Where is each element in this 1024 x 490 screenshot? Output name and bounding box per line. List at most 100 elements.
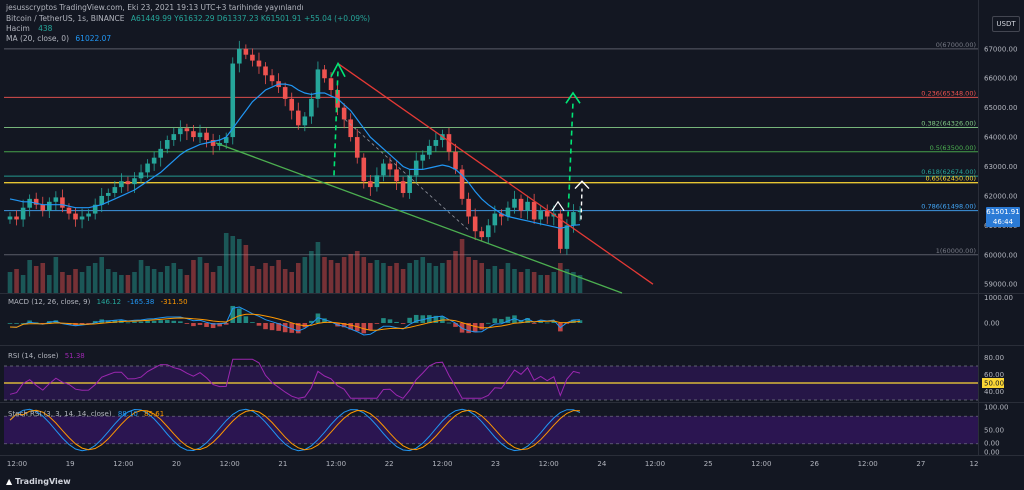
stoch-d-line [9,409,581,451]
volume-bar [184,275,190,293]
candle-body [400,181,406,193]
candle-body [538,210,543,220]
volume-bar [295,263,301,293]
macd-histogram-bar [485,322,491,324]
candle-body [99,195,105,205]
macd-histogram-bar [368,323,373,330]
volume-bar [92,263,98,293]
candle-body [413,160,419,176]
fib-level-label: 0.5(63500.00) [930,144,976,152]
ohlc-values: A61449.99 Y61632.29 D61337.23 K61501.91 … [130,14,371,23]
candle-body [178,128,183,135]
time-tick-label: 19 [66,460,75,468]
candle-body [407,175,412,193]
stoch-tick-label: 0.00 [984,439,1000,447]
volume-bar [256,269,262,293]
volume-bar [263,263,268,293]
stoch-tick-label: 100.00 [984,404,1009,412]
volume-bar [282,269,288,293]
candle-body [531,201,537,220]
volume-bar [145,266,150,293]
fib-level-label: 0.786(61498.00) [921,203,976,211]
stoch-legend[interactable]: Stoch RSI (3, 3, 14, 14, close) 88.10 85… [8,410,164,418]
projection-arrowhead-right [565,91,581,104]
candle-body [86,213,91,217]
volume-bar [276,260,281,293]
fib-level-label: 0.618(62674.00) [921,168,976,176]
candle-body [433,140,439,146]
volume-bar [33,266,39,293]
candle-body [256,60,262,67]
candle-body [7,216,13,220]
candle-body [60,197,65,208]
volume-bar [302,257,308,293]
rsi-tick-label: 40.00 [984,388,1004,396]
volume-bar [164,266,170,293]
candle-body [479,231,485,238]
symbol-title[interactable]: Bitcoin / TetherUS, 1s, BINANCE [6,14,125,23]
volume-bar [485,269,491,293]
volume-legend[interactable]: Hacim 438 [6,24,52,33]
volume-bar [531,272,537,293]
volume-bar [289,272,295,293]
macd-histogram-bar [86,323,91,324]
macd-histogram-bar [433,315,439,323]
macd-histogram-bar [112,320,118,323]
price-tick-label: 65000.00 [984,104,1017,112]
macd-histogram-bar [204,323,209,327]
volume-bar [538,275,543,293]
candle-body [263,66,268,76]
tradingview-logo[interactable]: ▲ TradingView [6,477,71,486]
projection-arrow-right [567,101,574,217]
candle-body [237,48,242,64]
volume-bar [315,242,321,293]
rsi-legend[interactable]: RSI (14, close) 51.38 [8,352,85,360]
volume-bar [230,236,236,293]
macd-histogram-bar [551,321,557,323]
macd-histogram-bar [361,323,367,334]
volume-bar [60,272,65,293]
candle-body [485,225,491,238]
volume-bar [237,239,242,293]
candle-body [289,98,295,111]
macd-hist-value: 146.12 [96,298,122,306]
volume-bar [459,239,465,293]
macd-histogram-bar [492,318,498,323]
time-tick-label: 12:00 [858,460,878,468]
macd-histogram-bar [309,320,314,323]
volume-bar [53,257,59,293]
volume-bar [407,263,412,293]
rsi-tick-label: 80.00 [984,354,1004,362]
macd-legend[interactable]: MACD (12, 26, close, 9) 146.12 -165.38 -… [8,298,188,306]
candle-body [151,157,157,164]
candle-body [505,207,511,217]
macd-line-value: -165.38 [127,298,155,306]
macd-histogram-bar [525,317,530,323]
macd-histogram-bar [544,322,550,324]
time-tick-label: 12:00 [326,460,346,468]
macd-histogram-bar [138,321,144,323]
rsi-tick-label: 50.00 [984,380,1004,388]
volume-label: Hacim [6,24,30,33]
candle-body [315,69,321,99]
candle-body [47,201,52,211]
macd-histogram-bar [171,320,177,323]
candle-body [453,151,458,170]
candle-body [164,140,170,149]
macd-histogram-bar [191,323,196,327]
candle-body [394,169,399,182]
macd-histogram-bar [400,323,406,324]
candle-body [197,132,203,138]
candle-body [105,192,111,196]
symbol-line: Bitcoin / TetherUS, 1s, BINANCE A61449.9… [6,14,370,23]
ma-legend[interactable]: MA (20, close, 0) 61022.07 [6,34,111,43]
currency-button[interactable]: USDT [992,16,1020,32]
candle-body [20,207,26,220]
volume-bar [269,266,275,293]
volume-bar [158,272,163,293]
volume-bar [138,260,144,293]
brand-name: TradingView [15,477,71,486]
candle-body [420,154,426,161]
bar-countdown: 46:44 [992,218,1014,226]
